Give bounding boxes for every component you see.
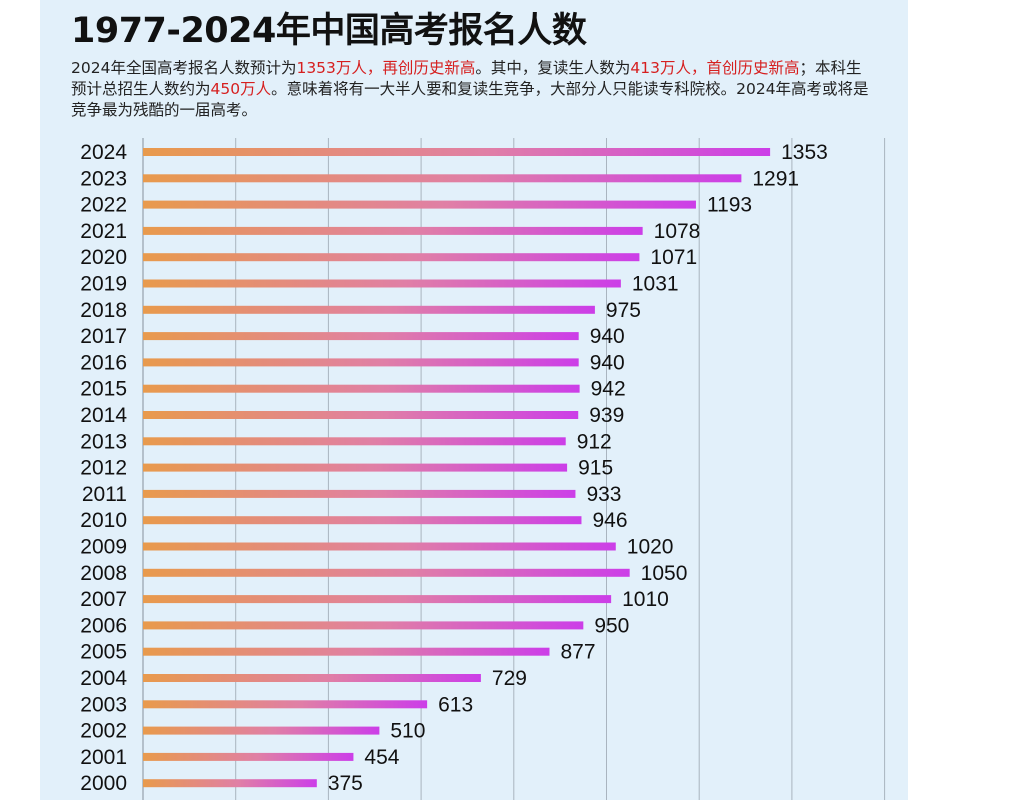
- chart-description: 2024年全国高考报名人数预计为1353万人，再创历史新高。其中，复读生人数为4…: [71, 58, 871, 121]
- bar-2002: [143, 726, 380, 735]
- bar-2024: [143, 148, 771, 156]
- data-label: 1020: [627, 536, 674, 559]
- description-highlight: 413万人，首创历史新高: [630, 59, 800, 77]
- bar-2009: [143, 542, 616, 551]
- y-tick-label: 2016: [80, 351, 127, 374]
- y-tick-label: 2003: [80, 693, 127, 716]
- description-text: 2024年全国高考报名人数预计为: [71, 59, 297, 77]
- bar-2013: [143, 437, 566, 446]
- y-tick-label: 2021: [80, 220, 127, 243]
- y-tick-label: 2005: [80, 641, 127, 664]
- y-tick-label: 2014: [80, 404, 127, 427]
- bar-2022: [143, 200, 696, 209]
- data-label: 1010: [622, 588, 669, 611]
- y-tick-label: 2024: [80, 141, 127, 164]
- y-tick-label: 2015: [80, 378, 127, 401]
- bar-2006: [143, 621, 584, 630]
- y-tick-label: 2017: [80, 325, 127, 348]
- bar-2010: [143, 516, 582, 525]
- labels: 2024 1353 2023 1291 2022 1193 2021 1078 2020 1071…: [80, 141, 828, 795]
- data-label: 942: [591, 378, 626, 401]
- data-label: 1078: [654, 220, 701, 243]
- bar-2018: [143, 305, 595, 314]
- description-text: ；本科生预计总招生人数约为: [71, 59, 862, 98]
- y-tick-label: 2001: [80, 746, 127, 769]
- y-tick-label: 2013: [80, 430, 127, 453]
- data-label: 975: [606, 299, 641, 322]
- data-label: 1353: [781, 141, 828, 164]
- y-tick-label: 2006: [80, 614, 127, 637]
- bar-2021: [143, 226, 643, 235]
- data-label: 510: [390, 720, 425, 743]
- data-label: 375: [328, 772, 363, 795]
- bar-2023: [143, 174, 742, 183]
- chart-title: 1977-2024年中国高考报名人数: [71, 11, 587, 51]
- y-tick-label: 2007: [80, 588, 127, 611]
- description-text: 。意味着将有一大半人要和复读生竞争，大部分人只能读专科院校。2024年高考或将是…: [71, 80, 869, 119]
- data-label: 915: [578, 457, 613, 480]
- description-highlight: 1353万人，再创历史新高: [296, 59, 476, 77]
- data-label: 950: [594, 614, 629, 637]
- y-tick-label: 2018: [80, 299, 127, 322]
- bar-2007: [143, 595, 612, 604]
- bars: [143, 148, 771, 788]
- y-tick-label: 2019: [80, 273, 127, 296]
- bar-2017: [143, 332, 579, 341]
- data-label: 613: [438, 693, 473, 716]
- bar-2008: [143, 568, 630, 577]
- data-label: 877: [560, 641, 595, 664]
- bar-2001: [143, 752, 354, 761]
- data-label: 946: [592, 509, 627, 532]
- data-label: 939: [589, 404, 624, 427]
- y-tick-label: 2011: [82, 483, 127, 506]
- y-tick-label: 2008: [80, 562, 127, 585]
- bar-2015: [143, 384, 580, 393]
- y-tick-label: 2009: [80, 536, 127, 559]
- bar-2003: [143, 700, 428, 709]
- description-text: 。其中，复读生人数为: [475, 59, 631, 77]
- data-label: 1031: [632, 273, 679, 296]
- y-tick-label: 2010: [80, 509, 127, 532]
- data-label: 1193: [707, 194, 752, 217]
- bar-2005: [143, 647, 550, 656]
- bar-2020: [143, 253, 640, 262]
- y-tick-label: 2004: [80, 667, 127, 690]
- description-highlight: 450万人: [210, 80, 272, 98]
- y-tick-label: 2012: [80, 457, 127, 480]
- bar-2016: [143, 358, 579, 367]
- data-label: 1050: [641, 562, 688, 585]
- y-tick-label: 2020: [80, 246, 127, 269]
- y-tick-label: 2022: [80, 194, 127, 217]
- data-label: 940: [590, 325, 625, 348]
- bar-2011: [143, 489, 576, 498]
- data-label: 940: [590, 351, 625, 374]
- bar-2014: [143, 411, 579, 419]
- y-tick-label: 2023: [80, 167, 127, 190]
- bar-2012: [143, 463, 568, 472]
- data-label: 912: [577, 430, 612, 453]
- data-label: 933: [586, 483, 621, 506]
- data-label: 454: [364, 746, 399, 769]
- data-label: 1291: [752, 167, 799, 190]
- bar-2000: [143, 779, 317, 788]
- bar-2019: [143, 279, 621, 288]
- chart-background-panel: [40, 0, 908, 800]
- bar-2004: [143, 674, 481, 682]
- data-label: 729: [492, 667, 527, 690]
- y-tick-label: 2002: [80, 720, 127, 743]
- y-tick-label: 2000: [80, 772, 127, 795]
- data-label: 1071: [650, 246, 697, 269]
